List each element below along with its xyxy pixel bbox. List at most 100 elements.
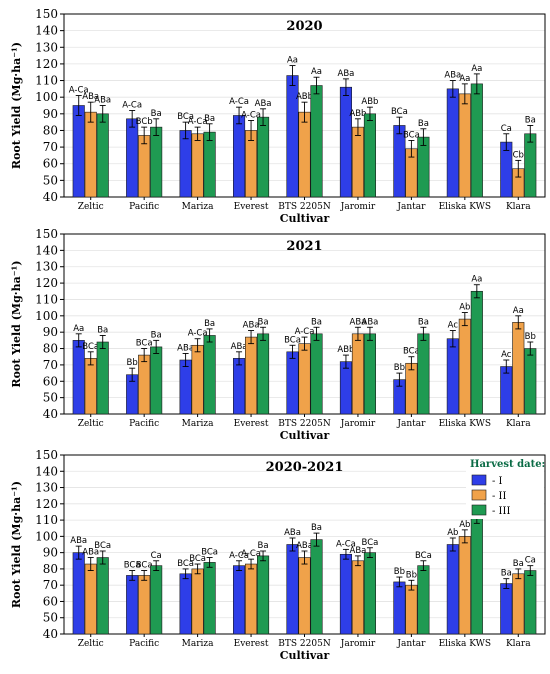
data-label: BCa xyxy=(136,339,153,349)
y-tick-label: 90 xyxy=(43,325,58,339)
bar-bts-2205n-harvest-2 xyxy=(298,111,311,198)
data-label: BCa xyxy=(189,554,206,564)
data-label: BCa xyxy=(403,347,420,357)
bar-jantar-harvest-2 xyxy=(405,362,418,415)
data-label: A-Ca xyxy=(295,327,315,337)
data-label: Aa xyxy=(471,275,482,285)
y-tick-label: 40 xyxy=(43,407,58,421)
bar-everest-harvest-1 xyxy=(233,115,246,198)
data-label: Aa xyxy=(311,67,322,77)
bar-mariza-harvest-1 xyxy=(179,573,192,635)
y-tick-label: 100 xyxy=(35,90,58,104)
bar-jantar-harvest-3 xyxy=(417,565,430,635)
bar-jaromir-harvest-1 xyxy=(339,553,352,635)
bar-eliska-kws-harvest-2 xyxy=(458,318,471,415)
data-label: BCa xyxy=(284,335,301,345)
x-tick-label-jaromir: Jaromir xyxy=(340,639,376,649)
bar-jaromir-harvest-1 xyxy=(339,361,352,415)
data-label: Ba xyxy=(418,317,429,327)
bar-eliska-kws-harvest-3 xyxy=(470,516,483,635)
x-tick-label-mariza: Mariza xyxy=(182,639,215,649)
bar-jaromir-harvest-1 xyxy=(339,86,352,198)
bar-bts-2205n-harvest-1 xyxy=(286,544,299,635)
bar-mariza-harvest-2 xyxy=(191,568,204,635)
bar-zeltic-harvest-3 xyxy=(96,113,109,198)
bar-zeltic-harvest-1 xyxy=(72,552,85,635)
x-tick-label-zeltic: Zeltic xyxy=(78,419,104,429)
bar-jaromir-harvest-3 xyxy=(363,552,376,635)
bar-everest-harvest-3 xyxy=(257,333,270,415)
data-label: Aa xyxy=(459,74,470,84)
data-label: Ac xyxy=(448,321,459,331)
bar-bts-2205n-harvest-1 xyxy=(286,351,299,415)
data-label: BCa xyxy=(362,538,379,548)
legend-title: Harvest date: xyxy=(470,459,545,470)
data-label: ABa xyxy=(350,317,367,327)
data-label: Ba xyxy=(311,317,322,327)
bar-pacific-harvest-2 xyxy=(138,135,151,198)
bar-eliska-kws-harvest-2 xyxy=(458,93,471,198)
data-label: A-Ca xyxy=(122,100,142,110)
bar-mariza-harvest-3 xyxy=(203,131,216,198)
bar-jaromir-harvest-3 xyxy=(363,333,376,415)
y-tick-label: 60 xyxy=(43,157,58,171)
legend-swatch-harvest-3 xyxy=(471,504,487,516)
x-tick-label-eliska-kws: Eliska KWS xyxy=(439,419,491,429)
data-label: ABa xyxy=(255,99,272,109)
y-tick-label: 110 xyxy=(35,292,58,306)
legend: Harvest date: - I - II - III xyxy=(466,457,545,519)
data-label: Ab xyxy=(459,520,470,530)
bar-pacific-harvest-3 xyxy=(150,565,163,635)
data-label: A-Ca xyxy=(229,551,249,561)
y-tick-label: 130 xyxy=(35,481,58,495)
data-label: BCa xyxy=(177,112,194,122)
y-axis-label: Root Yield (Mg·ha⁻¹) xyxy=(10,481,23,608)
y-tick-label: 50 xyxy=(43,611,58,625)
y-tick-label: 150 xyxy=(35,448,58,462)
x-tick-label-zeltic: Zeltic xyxy=(78,202,104,212)
data-label: Aa xyxy=(471,64,482,74)
bar-jantar-harvest-3 xyxy=(417,136,430,198)
chart-panel-2020-2021: 40 50 60 70 80 90 100 110 120 130 140 150 2020-2021 R… xyxy=(10,448,546,662)
data-label: Ca xyxy=(151,551,162,561)
data-label: Ba xyxy=(258,541,269,551)
data-label: ABa xyxy=(231,342,248,352)
data-label: A-Ca xyxy=(229,97,249,107)
chart-panel-2021: 40 50 60 70 80 90 100 110 120 130 140 150 2021 Root Y… xyxy=(10,227,546,442)
bar-eliska-kws-harvest-1 xyxy=(446,88,459,198)
x-tick-label-klara: Klara xyxy=(506,639,531,649)
data-label: Ba xyxy=(151,109,162,119)
x-tick-label-pacific: Pacific xyxy=(129,202,159,212)
y-tick-label: 130 xyxy=(35,40,58,54)
data-label: A-Ca xyxy=(188,117,208,127)
x-tick-label-everest: Everest xyxy=(234,419,269,429)
data-label: ABb xyxy=(337,345,354,355)
data-label: Bb xyxy=(525,332,536,342)
chart-title: 2020 xyxy=(286,19,322,34)
data-label: ABa xyxy=(177,343,194,353)
data-label: Bb xyxy=(394,363,405,373)
bar-everest-harvest-1 xyxy=(233,358,246,415)
x-tick-label-pacific: Pacific xyxy=(129,639,159,649)
bar-pacific-harvest-3 xyxy=(150,346,163,415)
y-tick-label: 70 xyxy=(43,578,58,592)
y-tick-label: 70 xyxy=(43,358,58,372)
data-label: Ba xyxy=(151,330,162,340)
data-label: Aa xyxy=(73,324,84,334)
bar-klara-harvest-3 xyxy=(524,570,537,635)
data-label: ABa xyxy=(338,69,355,79)
legend-item-label: - III xyxy=(492,506,510,517)
data-label: ABa xyxy=(70,536,87,546)
data-label: BCb xyxy=(136,117,153,127)
data-label: Aa xyxy=(513,306,524,316)
bar-pacific-harvest-2 xyxy=(138,354,151,415)
y-axis-label: Root Yield (Mg·ha⁻¹) xyxy=(10,260,23,387)
x-tick-label-bts-2205n: BTS 2205N xyxy=(278,639,331,649)
x-tick-label-jantar: Jantar xyxy=(396,419,426,429)
data-label: Ab xyxy=(459,303,470,313)
bar-eliska-kws-harvest-1 xyxy=(446,338,459,415)
y-tick-label: 140 xyxy=(35,464,58,478)
bar-zeltic-harvest-1 xyxy=(72,105,85,198)
data-label: BCa xyxy=(94,541,111,551)
data-label: Ca xyxy=(525,556,536,566)
